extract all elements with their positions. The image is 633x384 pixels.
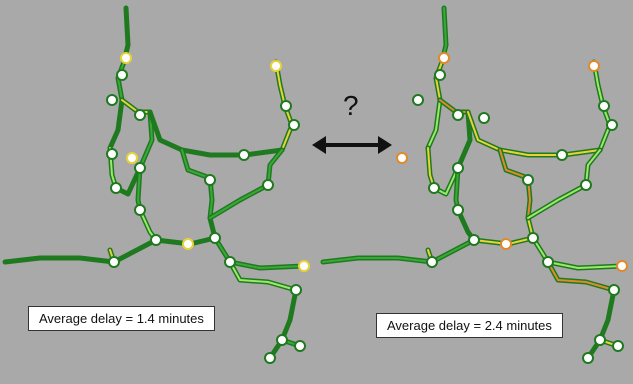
right-station-node: [556, 149, 568, 161]
left-station-node: [209, 232, 221, 244]
right-station-node: [426, 256, 438, 268]
left-station-node: [134, 109, 146, 121]
left-station-node: [276, 334, 288, 346]
left-station-node: [290, 284, 302, 296]
left-station-node: [262, 179, 274, 191]
left-track-segment: [267, 287, 299, 361]
right-station-node: [434, 69, 446, 81]
right-track-overlay: [473, 217, 534, 245]
left-track-overlay: [4, 239, 157, 263]
right-track-overlay: [547, 261, 615, 291]
right-station-node: [452, 109, 464, 121]
left-track-overlay: [229, 261, 297, 291]
left-station-node: [288, 119, 300, 131]
right-average-delay-label: Average delay = 2.4 minutes: [376, 313, 563, 338]
left-track-segment: [147, 109, 285, 158]
right-station-node: [396, 152, 408, 164]
question-mark: ?: [343, 90, 359, 121]
left-network: [2, 5, 310, 364]
left-station-node: [134, 204, 146, 216]
left-track-overlay: [155, 217, 216, 245]
left-track-overlay: [269, 289, 297, 359]
right-station-node: [468, 234, 480, 246]
right-station-node: [608, 284, 620, 296]
right-station-node: [616, 260, 628, 272]
right-track-segment: [585, 287, 617, 361]
left-track-overlay: [139, 111, 153, 169]
left-station-node: [270, 60, 282, 72]
left-station-node: [182, 238, 194, 250]
left-station-node: [150, 234, 162, 246]
right-station-node: [522, 174, 534, 186]
right-station-node: [428, 182, 440, 194]
left-station-node: [120, 52, 132, 64]
left-delay-text: Average delay = 1.4 minutes: [39, 311, 204, 326]
right-station-node: [438, 52, 450, 64]
right-station-node: [412, 94, 424, 106]
right-station-node: [478, 112, 490, 124]
right-delay-text: Average delay = 2.4 minutes: [387, 318, 552, 333]
left-station-node: [298, 260, 310, 272]
right-station-node: [580, 179, 592, 191]
left-track-overlay: [109, 99, 123, 149]
left-track-overlay: [214, 237, 305, 269]
double-arrow-icon: [312, 136, 392, 154]
left-station-node: [106, 94, 118, 106]
right-track-overlay: [467, 111, 601, 156]
right-station-node: [588, 60, 600, 72]
left-station-node: [294, 340, 306, 352]
left-station-node: [116, 69, 128, 81]
left-station-node: [108, 256, 120, 268]
left-station-node: [224, 256, 236, 268]
left-station-node: [110, 182, 122, 194]
left-track-overlay: [149, 111, 283, 156]
right-track-overlay: [532, 237, 623, 269]
right-station-node: [582, 352, 594, 364]
left-station-node: [204, 174, 216, 186]
left-station-node: [264, 352, 276, 364]
right-station-node: [598, 100, 610, 112]
right-station-node: [452, 162, 464, 174]
left-station-node: [280, 100, 292, 112]
right-station-node: [606, 119, 618, 131]
right-track-overlay: [457, 111, 471, 169]
right-station-node: [527, 232, 539, 244]
left-average-delay-label: Average delay = 1.4 minutes: [28, 306, 215, 331]
right-station-node: [500, 238, 512, 250]
right-station-node: [612, 340, 624, 352]
right-track-overlay: [322, 239, 475, 263]
right-station-node: [594, 334, 606, 346]
right-station-node: [452, 204, 464, 216]
right-station-node: [542, 256, 554, 268]
left-station-node: [126, 152, 138, 164]
left-station-node: [106, 148, 118, 160]
right-track-overlay: [427, 99, 441, 149]
left-station-node: [134, 162, 146, 174]
right-track-overlay: [587, 289, 615, 359]
left-station-node: [238, 149, 250, 161]
right-network: [320, 5, 628, 364]
